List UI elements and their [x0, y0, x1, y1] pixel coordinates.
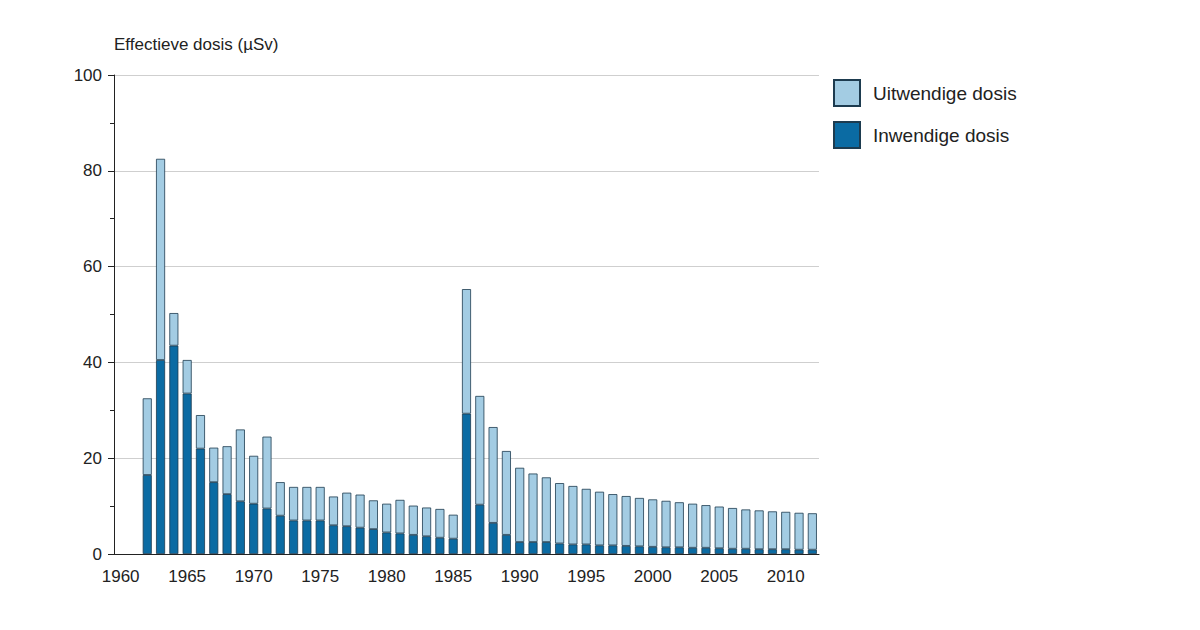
svg-text:1985: 1985 [434, 567, 472, 586]
svg-text:100: 100 [74, 66, 102, 85]
svg-text:80: 80 [83, 161, 102, 180]
svg-text:Inwendige dosis: Inwendige dosis [873, 125, 1009, 146]
svg-text:1990: 1990 [501, 567, 539, 586]
svg-text:Uitwendige dosis: Uitwendige dosis [873, 83, 1017, 104]
svg-text:2005: 2005 [700, 567, 738, 586]
svg-text:1980: 1980 [368, 567, 406, 586]
svg-text:60: 60 [83, 257, 102, 276]
svg-text:1960: 1960 [102, 567, 140, 586]
svg-text:40: 40 [83, 353, 102, 372]
svg-text:1965: 1965 [168, 567, 206, 586]
svg-text:1975: 1975 [301, 567, 339, 586]
svg-text:2000: 2000 [634, 567, 672, 586]
svg-text:20: 20 [83, 449, 102, 468]
svg-text:2010: 2010 [767, 567, 805, 586]
svg-text:Effectieve dosis (µSv): Effectieve dosis (µSv) [114, 35, 278, 54]
svg-text:0: 0 [93, 545, 102, 564]
svg-text:1970: 1970 [235, 567, 273, 586]
svg-text:1995: 1995 [567, 567, 605, 586]
